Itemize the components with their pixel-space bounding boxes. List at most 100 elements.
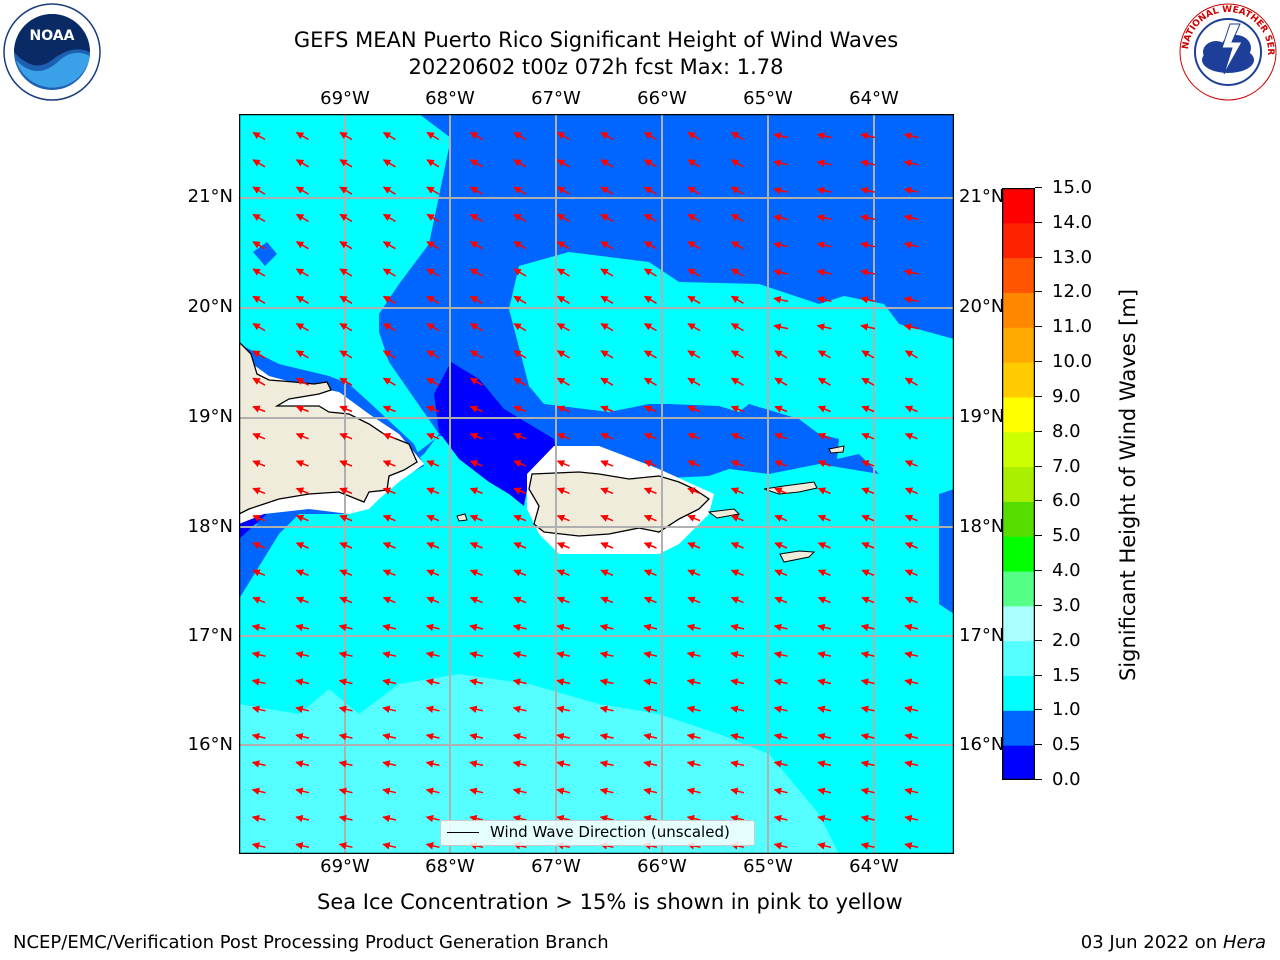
wind-wave-arrow [338, 705, 353, 713]
wind-wave-arrow [600, 569, 614, 577]
wind-wave-arrow [425, 760, 440, 768]
wind-wave-arrow [600, 405, 614, 413]
wind-wave-arrow [817, 377, 831, 386]
wind-wave-arrow [816, 132, 832, 140]
wind-wave-arrow [904, 842, 919, 850]
wind-wave-arrow [382, 295, 396, 304]
left-lat-tick: 18°N [187, 516, 233, 537]
wind-wave-arrow [643, 814, 658, 823]
wind-wave-arrow [730, 186, 744, 195]
wind-wave-arrow [338, 760, 353, 768]
wind-wave-arrow [643, 432, 657, 440]
chart-subtitle: 20220602 t00z 072h fcst Max: 1.78 [408, 55, 784, 79]
wind-wave-arrow [513, 159, 527, 168]
wind-wave-arrow [817, 514, 831, 522]
wind-wave-arrow [643, 514, 657, 522]
wind-wave-arrow [773, 323, 789, 331]
wind-wave-arrow [426, 514, 440, 522]
wind-wave-arrow [251, 787, 266, 795]
wind-wave-arrow [469, 405, 483, 413]
colorbar [1002, 188, 1035, 780]
bottom-lon-tick: 67°W [531, 856, 581, 877]
wind-wave-arrow [643, 241, 657, 250]
wind-wave-arrow [774, 487, 788, 495]
wind-wave-arrow [295, 159, 309, 168]
wind-wave-arrow [513, 377, 527, 386]
footer-branch: NCEP/EMC/Verification Post Processing Pr… [13, 932, 609, 953]
wind-wave-arrow [687, 295, 701, 304]
wind-wave-arrow [773, 787, 788, 795]
wind-wave-arrow [556, 322, 570, 332]
wind-wave-arrow [687, 241, 701, 250]
wind-wave-arrow [730, 760, 745, 768]
legend-line-swatch [447, 832, 479, 833]
wind-wave-arrow [860, 268, 876, 277]
wind-wave-arrow [512, 651, 527, 659]
colorbar-tick-mark [1035, 430, 1042, 432]
wind-wave-arrow [382, 760, 397, 768]
wind-wave-arrow [382, 651, 397, 659]
wind-wave-arrow [643, 678, 658, 686]
wind-wave-arrow [556, 787, 571, 795]
wind-wave-arrow [469, 131, 483, 141]
wind-wave-arrow [860, 241, 876, 249]
wind-wave-arrow [339, 487, 353, 495]
wind-wave-arrow [426, 432, 440, 440]
wind-wave-arrow [861, 487, 875, 495]
bottom-lon-tick: 65°W [743, 856, 793, 877]
wind-wave-arrow [904, 814, 919, 823]
wind-wave-arrow [252, 405, 266, 413]
wind-wave-arrow [817, 487, 831, 495]
wind-wave-arrow [687, 542, 701, 550]
wind-wave-arrow [861, 405, 875, 413]
wind-wave-arrow [295, 350, 309, 359]
wind-wave-arrow [382, 131, 396, 141]
wind-wave-arrow [773, 214, 789, 222]
wind-wave-arrow [426, 487, 440, 495]
wind-wave-arrow [339, 569, 353, 577]
wind-wave-arrow [730, 350, 744, 359]
wind-wave-arrow [903, 186, 919, 195]
wind-wave-arrow [252, 542, 266, 550]
wind-wave-arrow [382, 460, 396, 468]
wind-wave-arrow [686, 651, 701, 659]
wind-wave-arrow [774, 460, 788, 468]
wind-wave-arrow [773, 678, 788, 686]
wind-wave-arrow [382, 842, 397, 850]
colorbar-tick-label: 8.0 [1052, 420, 1081, 442]
colorbar-tick-mark [1035, 674, 1042, 676]
wind-wave-arrow [643, 705, 658, 713]
wind-wave-arrow [252, 268, 266, 277]
wind-wave-arrow [860, 214, 876, 222]
wind-wave-arrow [252, 350, 266, 359]
wind-wave-arrow [556, 569, 570, 577]
wind-wave-arrow [903, 132, 919, 140]
wind-wave-arrow [904, 623, 919, 632]
wind-wave-arrow [295, 705, 310, 713]
wind-wave-arrow [513, 487, 527, 495]
wind-wave-arrow [773, 268, 789, 277]
wind-wave-arrow [339, 186, 353, 195]
wind-wave-arrow [817, 651, 832, 659]
colorbar-tick-label: 7.0 [1052, 455, 1081, 477]
colorbar-label: Significant Height of Wind Waves [m] [1116, 288, 1140, 682]
wind-wave-arrow [469, 623, 484, 632]
wind-wave-arrow [513, 350, 527, 359]
wind-wave-arrow [425, 814, 440, 823]
colorbar-tick-mark [1035, 500, 1042, 502]
wind-wave-arrow [295, 432, 309, 440]
wind-wave-arrow [252, 295, 266, 304]
wind-wave-arrow [904, 787, 919, 795]
wind-wave-arrow [469, 514, 483, 522]
wind-wave-arrow [252, 186, 266, 195]
wind-wave-arrow [556, 678, 571, 686]
wind-wave-arrow [643, 732, 658, 741]
wind-wave-arrow [600, 377, 614, 386]
wind-wave-arrow [730, 460, 744, 468]
wind-wave-arrow [773, 705, 788, 713]
wind-wave-arrow [513, 322, 527, 332]
wind-wave-arrow [382, 542, 396, 550]
wind-wave-arrow [904, 377, 918, 386]
wind-wave-arrow [773, 296, 789, 304]
wind-wave-arrow [687, 432, 701, 440]
